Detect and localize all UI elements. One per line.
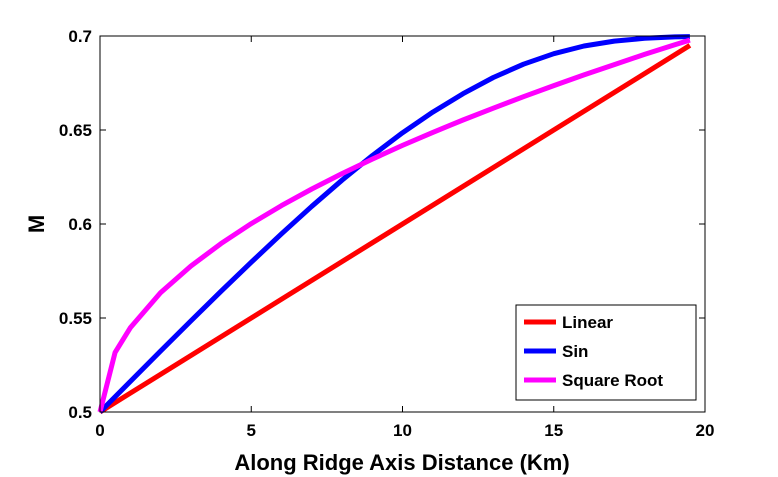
y-tick-label: 0.65 (59, 121, 92, 140)
y-tick-label: 0.6 (68, 215, 92, 234)
legend-label-1: Sin (562, 342, 588, 361)
y-tick-label: 0.7 (68, 27, 92, 46)
y-tick-label: 0.55 (59, 309, 92, 328)
x-tick-label: 10 (393, 421, 412, 440)
legend-label-0: Linear (562, 313, 613, 332)
x-tick-label: 0 (95, 421, 104, 440)
y-tick-label: 0.5 (68, 403, 92, 422)
x-tick-label: 5 (247, 421, 256, 440)
series-line-1 (98, 34, 690, 414)
legend: Linear Sin Square Root (515, 304, 697, 401)
series-line-0 (98, 43, 692, 415)
y-axis-title: M (24, 215, 49, 233)
tick-layer: 0 5 10 15 20 0.5 0.55 0.6 0.65 0.7 (59, 27, 715, 440)
legend-label-2: Square Root (562, 371, 663, 390)
series-layer (97, 34, 692, 415)
x-tick-label: 20 (696, 421, 715, 440)
series-line-2 (97, 37, 691, 413)
x-axis-title: Along Ridge Axis Distance (Km) (234, 450, 569, 475)
x-tick-label: 15 (544, 421, 563, 440)
